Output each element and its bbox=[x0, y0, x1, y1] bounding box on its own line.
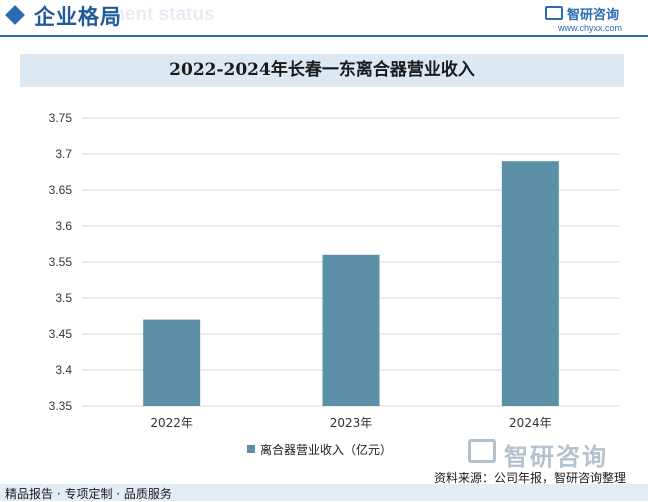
source-note: 资料来源：公司年报，智研咨询整理 bbox=[434, 471, 627, 485]
footer: 精品报告 · 专项定制 · 品质服务 bbox=[0, 484, 648, 501]
y-tick-label: 3.75 bbox=[49, 111, 73, 125]
bar-chart: 3.35 3.4 3.45 3.5 3.55 3.6 3.65 3.7 3.75 2022年 202… bbox=[49, 111, 620, 430]
header-divider bbox=[0, 35, 648, 37]
header: ment status 企业格局 智研咨询 www.chyxx.com bbox=[0, 0, 648, 42]
brand-logo-icon bbox=[545, 6, 563, 20]
y-tick-label: 3.5 bbox=[55, 291, 72, 305]
brand-name: 智研咨询 bbox=[567, 8, 620, 23]
y-tick-label: 3.35 bbox=[49, 399, 73, 413]
section-title: 企业格局 bbox=[34, 5, 122, 29]
x-tick-label: 2022年 bbox=[150, 416, 193, 430]
watermark-logo-icon bbox=[468, 439, 496, 463]
brand-logo: 智研咨询 www.chyxx.com bbox=[545, 4, 645, 34]
brand-url: www.chyxx.com bbox=[558, 23, 623, 33]
y-tick-label: 3.55 bbox=[49, 255, 73, 269]
header-ghost-text: ment status bbox=[108, 4, 215, 25]
y-tick-label: 3.7 bbox=[55, 147, 72, 161]
chart-title-banner: 2022-2024年长春一东离合器营业收入 bbox=[20, 54, 624, 87]
chart-title: 2022-2024年长春一东离合器营业收入 bbox=[169, 60, 475, 80]
y-tick-label: 3.6 bbox=[55, 219, 72, 233]
legend-label: 离合器营业收入（亿元） bbox=[260, 443, 393, 457]
bar bbox=[501, 161, 559, 406]
y-tick-label: 3.45 bbox=[49, 327, 73, 341]
x-tick-label: 2024年 bbox=[509, 416, 552, 430]
x-tick-label: 2023年 bbox=[330, 416, 373, 430]
watermark: 智研咨询 bbox=[468, 437, 643, 471]
footer-text: 精品报告 · 专项定制 · 品质服务 bbox=[5, 487, 172, 501]
y-tick-label: 3.4 bbox=[55, 363, 72, 377]
watermark-text: 智研咨询 bbox=[504, 443, 608, 471]
legend-swatch bbox=[247, 445, 255, 453]
bar bbox=[143, 319, 201, 406]
bar bbox=[322, 254, 380, 406]
y-tick-label: 3.65 bbox=[49, 183, 73, 197]
